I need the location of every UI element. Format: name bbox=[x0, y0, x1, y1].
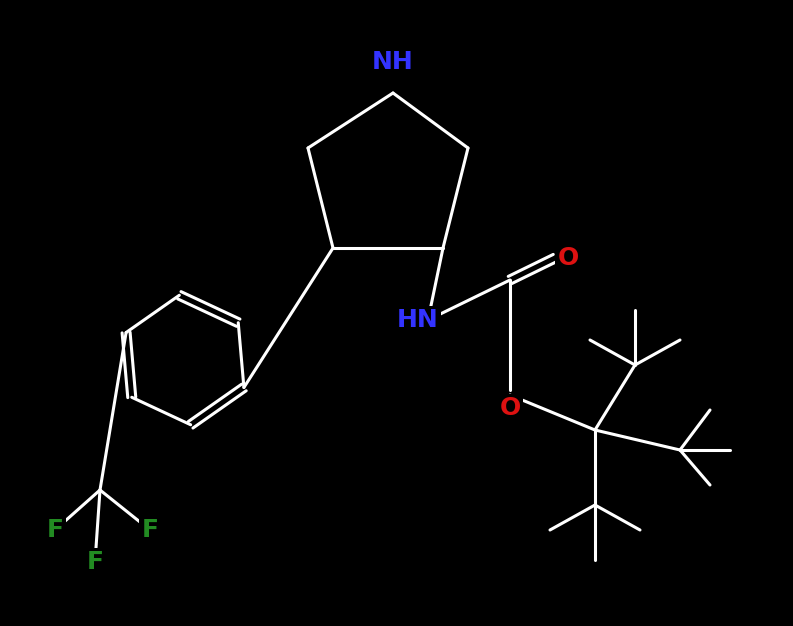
Text: O: O bbox=[500, 396, 521, 420]
Text: F: F bbox=[141, 518, 159, 542]
Text: O: O bbox=[557, 246, 579, 270]
Text: HN: HN bbox=[397, 308, 439, 332]
Text: F: F bbox=[47, 518, 63, 542]
Text: NH: NH bbox=[372, 50, 414, 74]
Text: F: F bbox=[86, 550, 104, 574]
